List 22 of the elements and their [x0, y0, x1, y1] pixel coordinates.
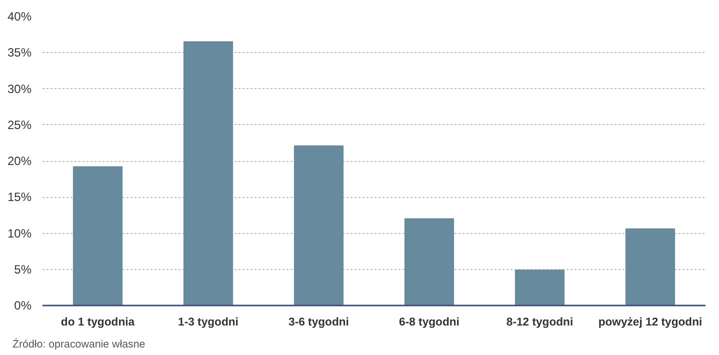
x-tick-label: 1-3 tygodni	[178, 316, 238, 328]
x-tick-label: 8-12 tygodni	[506, 316, 574, 328]
y-tick-label: 20%	[7, 154, 32, 168]
y-tick-label: 15%	[7, 190, 32, 204]
y-tick-label: 5%	[14, 262, 32, 276]
x-tick-label: 3-6 tygodni	[288, 316, 349, 328]
y-tick-label: 25%	[7, 118, 32, 132]
bar	[183, 41, 234, 306]
text: Źródło: opracowanie własne	[12, 338, 146, 350]
bar	[514, 270, 565, 306]
bar	[625, 228, 676, 306]
y-tick-label: 40%	[7, 10, 32, 24]
y-tick-label: 30%	[7, 82, 32, 96]
y-tick-label: 0%	[14, 298, 32, 312]
y-tick-label: 10%	[7, 226, 32, 240]
x-tick-label: do 1 tygodnia	[60, 316, 136, 328]
y-tick-label: 35%	[7, 46, 32, 60]
bar	[294, 145, 344, 306]
x-tick-label: 6-8 tygodni	[399, 316, 460, 328]
bar	[72, 166, 123, 306]
bar	[404, 218, 454, 306]
x-tick-label: powyżej 12 tygodni	[598, 316, 702, 328]
